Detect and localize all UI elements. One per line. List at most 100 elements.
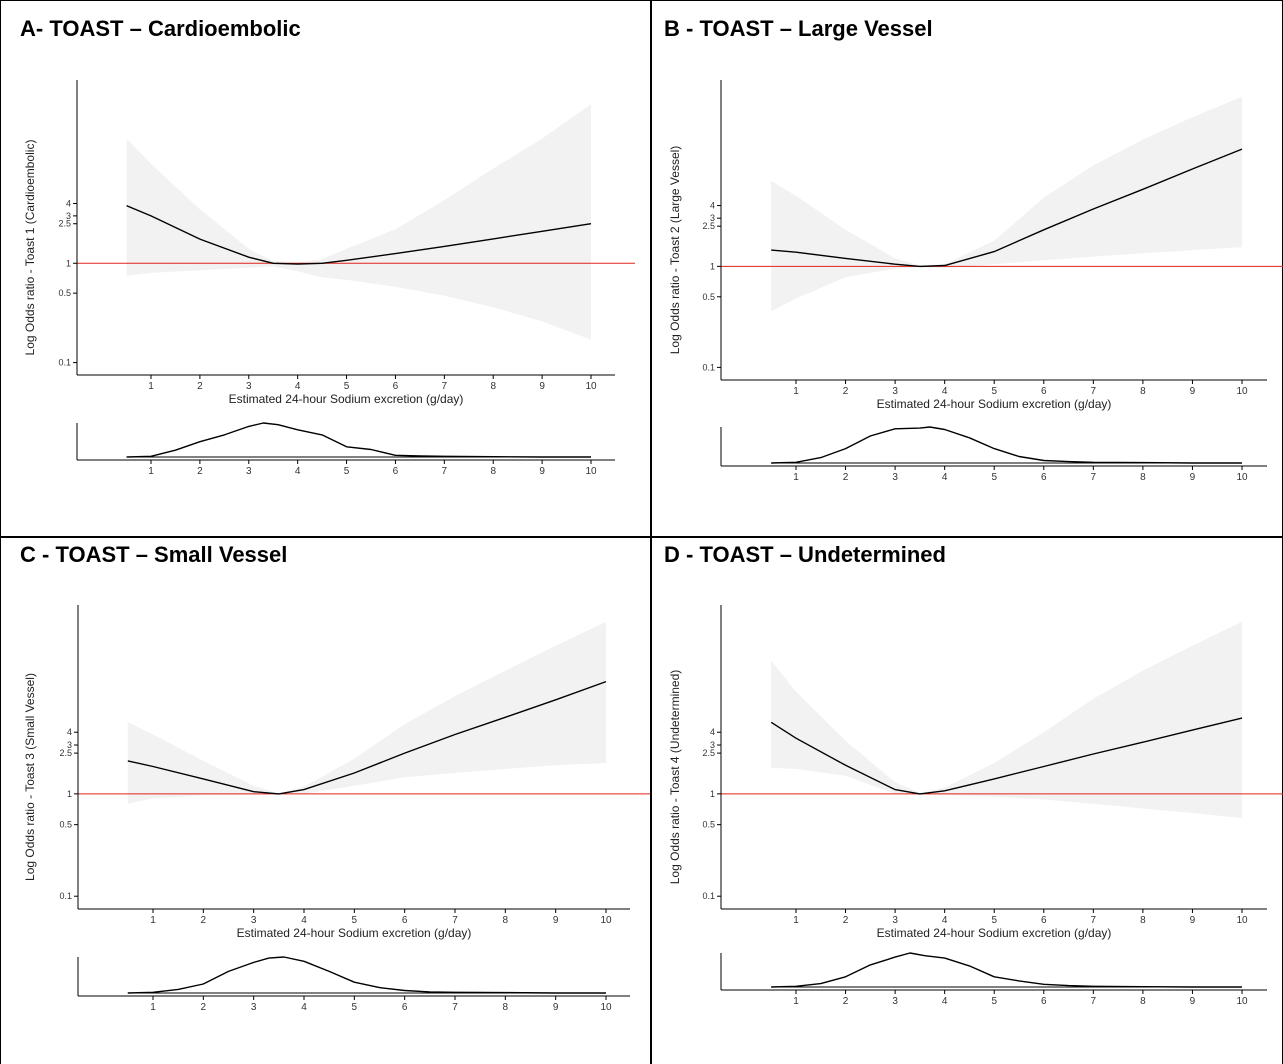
x-tick-label: 4 bbox=[942, 915, 948, 926]
x-tick-label: 8 bbox=[1140, 386, 1146, 397]
x-axis-label: Estimated 24-hour Sodium excretion (g/da… bbox=[229, 392, 464, 406]
x-tick-label: 6 bbox=[1041, 386, 1047, 397]
y-axis-label: Log Odds ratio - Toast 3 (Small Vessel) bbox=[23, 673, 37, 881]
density-x-tick-label: 6 bbox=[1041, 472, 1047, 483]
x-tick-label: 3 bbox=[892, 915, 898, 926]
density-x-tick-label: 6 bbox=[402, 1002, 408, 1013]
x-tick-label: 10 bbox=[1236, 386, 1248, 397]
density-x-tick-label: 8 bbox=[1140, 472, 1146, 483]
density-plot-b: 1 2 3 4 5 6 7 8 9 10 bbox=[720, 426, 1267, 483]
y-tick-label: 4 bbox=[67, 727, 72, 737]
y-tick-label: 0.1 bbox=[702, 891, 715, 901]
density-curve bbox=[771, 952, 1242, 988]
confidence-band bbox=[771, 96, 1242, 312]
density-x-tick-label: 9 bbox=[1190, 472, 1196, 483]
density-x-tick-label: 5 bbox=[991, 996, 997, 1007]
panel-title: B - TOAST – Large Vessel bbox=[664, 16, 933, 41]
y-tick-label: 1 bbox=[710, 261, 715, 271]
density-x-tick-label: 7 bbox=[1091, 472, 1097, 483]
density-x-tick-label: 4 bbox=[942, 472, 948, 483]
density-x-tick-label: 6 bbox=[393, 466, 399, 477]
odds-ratio-curve bbox=[771, 148, 1243, 268]
density-x-tick-label: 9 bbox=[539, 466, 545, 477]
x-axis-label: Estimated 24-hour Sodium excretion (g/da… bbox=[237, 926, 472, 940]
panel-b: B - TOAST – Large Vessel bbox=[656, 12, 1280, 532]
y-axis-label: Log Odds ratio - Toast 1 (Cardioembolic) bbox=[23, 140, 37, 356]
x-tick-label: 6 bbox=[402, 915, 408, 926]
density-x-tick-label: 3 bbox=[892, 996, 898, 1007]
frame-middle-horizontal bbox=[0, 536, 1283, 538]
density-x-tick-label: 10 bbox=[600, 1002, 612, 1013]
density-x-tick-label: 5 bbox=[344, 466, 350, 477]
x-tick-label: 4 bbox=[942, 386, 948, 397]
y-tick-label: 0.5 bbox=[59, 820, 72, 830]
x-tick-label: 3 bbox=[246, 381, 252, 392]
panel-c: C - TOAST – Small Vessel bbox=[12, 538, 648, 1058]
y-tick-label: 1 bbox=[67, 789, 72, 799]
density-x-tick-label: 2 bbox=[197, 466, 203, 477]
density-x-tick-label: 2 bbox=[201, 1002, 207, 1013]
odds-ratio-curve bbox=[127, 680, 607, 795]
density-curve bbox=[771, 426, 1242, 464]
x-tick-label: 2 bbox=[197, 381, 203, 392]
x-tick-label: 3 bbox=[251, 915, 257, 926]
x-tick-label: 7 bbox=[442, 381, 448, 392]
panel-title: D - TOAST – Undetermined bbox=[664, 542, 946, 567]
y-tick-label: 0.1 bbox=[702, 362, 715, 372]
confidence-band bbox=[126, 104, 591, 340]
density-x-tick-label: 1 bbox=[148, 466, 154, 477]
density-x-tick-label: 10 bbox=[585, 466, 597, 477]
density-x-tick-label: 7 bbox=[442, 466, 448, 477]
x-tick-label: 5 bbox=[991, 386, 997, 397]
y-axis-label: Log Odds ratio - Toast 4 (Undetermined) bbox=[668, 670, 682, 885]
density-curve bbox=[127, 956, 606, 994]
x-tick-label: 10 bbox=[600, 915, 612, 926]
x-tick-label: 2 bbox=[201, 915, 207, 926]
density-curve bbox=[126, 422, 591, 458]
x-tick-label: 6 bbox=[393, 381, 399, 392]
y-tick-label: 3 bbox=[67, 740, 72, 750]
panel-d: D - TOAST – Undetermined bbox=[656, 538, 1280, 1058]
panel-a: A- TOAST – Cardioembolic bbox=[12, 12, 648, 532]
density-x-tick-label: 5 bbox=[352, 1002, 358, 1013]
density-x-tick-label: 7 bbox=[452, 1002, 458, 1013]
y-tick-label: 3 bbox=[710, 740, 715, 750]
y-tick-label: 2.5 bbox=[702, 748, 715, 758]
y-tick-label: 2.5 bbox=[59, 748, 72, 758]
x-tick-label: 2 bbox=[843, 915, 849, 926]
confidence-band bbox=[127, 621, 607, 804]
frame-top bbox=[0, 0, 1283, 1]
odds-ratio-curve bbox=[126, 205, 592, 265]
density-x-tick-label: 2 bbox=[843, 472, 849, 483]
frame-middle-vertical bbox=[650, 0, 652, 1064]
density-x-tick-label: 10 bbox=[1236, 472, 1248, 483]
density-x-tick-label: 5 bbox=[991, 472, 997, 483]
panel-title: A- TOAST – Cardioembolic bbox=[20, 16, 301, 41]
y-tick-label: 2.5 bbox=[58, 219, 71, 229]
density-x-tick-label: 10 bbox=[1236, 996, 1248, 1007]
density-x-tick-label: 8 bbox=[1140, 996, 1146, 1007]
density-plot-a: 1 2 3 4 5 6 7 8 9 10 bbox=[76, 422, 615, 477]
x-tick-label: 4 bbox=[301, 915, 307, 926]
density-x-tick-label: 4 bbox=[301, 1002, 307, 1013]
x-tick-label: 1 bbox=[150, 915, 156, 926]
odds-ratio-curve bbox=[770, 717, 1243, 795]
density-x-tick-label: 3 bbox=[246, 466, 252, 477]
x-tick-label: 8 bbox=[503, 915, 509, 926]
y-tick-label: 1 bbox=[710, 789, 715, 799]
x-tick-label: 2 bbox=[843, 386, 849, 397]
frame-left bbox=[0, 0, 1, 1064]
density-x-tick-label: 8 bbox=[490, 466, 496, 477]
x-axis-label: Estimated 24-hour Sodium excretion (g/da… bbox=[877, 926, 1112, 940]
panel-title: C - TOAST – Small Vessel bbox=[20, 542, 288, 567]
x-tick-label: 1 bbox=[793, 386, 799, 397]
y-tick-label: 0.5 bbox=[702, 820, 715, 830]
y-tick-label: 0.1 bbox=[59, 891, 72, 901]
x-tick-label: 3 bbox=[892, 386, 898, 397]
x-tick-label: 9 bbox=[1190, 386, 1196, 397]
x-tick-label: 5 bbox=[352, 915, 358, 926]
y-tick-label: 0.5 bbox=[58, 288, 71, 298]
